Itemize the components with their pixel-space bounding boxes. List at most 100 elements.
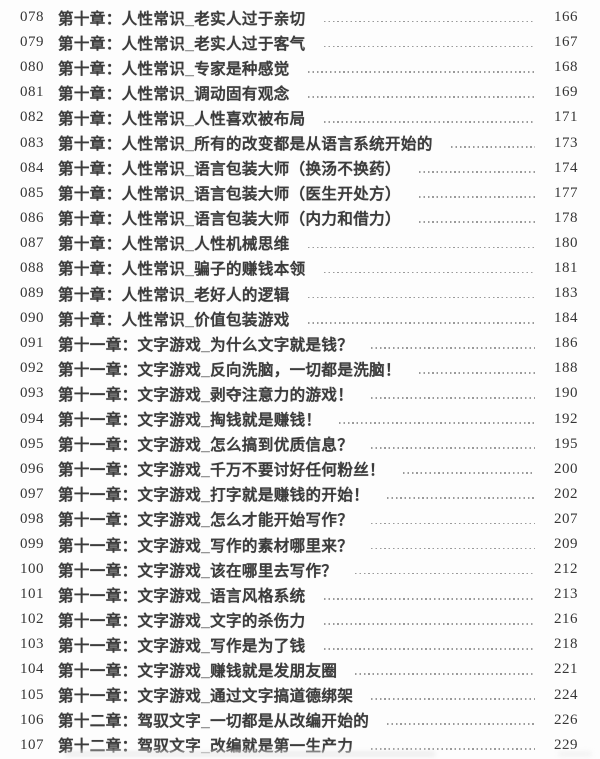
entry-page-number: 229 <box>554 736 578 753</box>
entry-number: 107 <box>20 736 44 753</box>
entry-page-number: 218 <box>554 636 578 653</box>
entry-number: 079 <box>20 34 44 51</box>
toc-entry[interactable]: 092 第十一章：文字游戏_反向洗脑，一切都是洗脑！ 188 <box>20 356 578 381</box>
entry-number: 102 <box>20 611 44 628</box>
dot-leader <box>403 472 535 475</box>
entry-number: 089 <box>20 285 44 302</box>
dot-leader <box>323 121 535 123</box>
dot-leader <box>387 723 535 726</box>
toc-entry[interactable]: 090 第十章：人性常识_价值包装游戏 184 <box>20 306 578 331</box>
toc-entry[interactable]: 082 第十章：人性常识_人性喜欢被布局 171 <box>20 105 578 130</box>
toc-entry[interactable]: 078 第十章：人性常识_老实人过于亲切 166 <box>20 5 578 30</box>
dot-leader <box>387 497 535 500</box>
entry-title: 第十一章：文字游戏_掏钱就是赚钱！ <box>58 412 322 430</box>
entry-page-number: 226 <box>554 711 578 728</box>
entry-number: 088 <box>20 259 44 276</box>
entry-number: 104 <box>20 661 44 678</box>
entry-page-number: 177 <box>554 184 578 201</box>
dot-leader <box>355 673 535 675</box>
entry-page-number: 173 <box>554 134 578 151</box>
entry-title: 第十一章：文字游戏_写作的素材哪里来？ <box>58 537 354 555</box>
toc-entry[interactable]: 091 第十一章：文字游戏_为什么文字就是钱？ 186 <box>20 331 578 356</box>
toc-entry[interactable]: 087 第十章：人性常识_人性机械思维 180 <box>20 231 578 256</box>
dot-leader <box>418 221 535 224</box>
entry-page-number: 188 <box>554 360 578 377</box>
toc-entry[interactable]: 095 第十一章：文字游戏_怎么搞到优质信息？ 195 <box>20 432 578 457</box>
toc-entry[interactable]: 081 第十章：人性常识_调动固有观念 169 <box>20 80 578 105</box>
toc-entry[interactable]: 088 第十章：人性常识_骗子的赚钱本领 181 <box>20 256 578 281</box>
toc-entry[interactable]: 103 第十一章：文字游戏_写作是为了钱 218 <box>20 632 578 657</box>
dot-leader <box>323 648 535 650</box>
entry-title: 第十二章：驾驭文字_一切都是从改编开始的 <box>58 713 370 731</box>
toc-entry[interactable]: 100 第十一章：文字游戏_该在哪里去写作？ 212 <box>20 557 578 582</box>
entry-title: 第十一章：文字游戏_为什么文字就是钱？ <box>58 336 354 354</box>
toc-entry[interactable]: 094 第十一章：文字游戏_掏钱就是赚钱！ 192 <box>20 407 578 432</box>
entry-page-number: 192 <box>554 410 578 427</box>
toc-entry[interactable]: 089 第十章：人性常识_老好人的逻辑 183 <box>20 281 578 306</box>
dot-leader <box>339 422 535 424</box>
entry-page-number: 178 <box>554 209 578 226</box>
entry-number: 092 <box>20 360 44 377</box>
toc-entry[interactable]: 102 第十一章：文字游戏_文字的杀伤力 216 <box>20 607 578 632</box>
entry-number: 097 <box>20 485 44 502</box>
entry-page-number: 190 <box>554 385 578 402</box>
toc-entry[interactable]: 105 第十一章：文字游戏_通过文字搞道德绑架 224 <box>20 683 578 708</box>
entry-page-number: 169 <box>554 84 578 101</box>
toc-entry[interactable]: 097 第十一章：文字游戏_打字就是赚钱的开始！ 202 <box>20 482 578 507</box>
entry-page-number: 168 <box>554 59 578 76</box>
dot-leader <box>371 698 535 700</box>
dot-leader <box>323 597 535 600</box>
toc-entry[interactable]: 099 第十一章：文字游戏_写作的素材哪里来？ 209 <box>20 532 578 557</box>
toc-entry[interactable]: 093 第十一章：文字游戏_剥夺注意力的游戏！ 190 <box>20 381 578 406</box>
entry-page-number: 209 <box>554 536 578 553</box>
toc-entry[interactable]: 085 第十章：人性常识_语言包装大师（医生开处方） 177 <box>20 181 578 206</box>
toc-entry[interactable]: 101 第十一章：文字游戏_语言风格系统 213 <box>20 582 578 607</box>
toc-entry[interactable]: 083 第十章：人性常识_所有的改变都是从语言系统开始的 173 <box>20 130 578 155</box>
toc-entry[interactable]: 079 第十章：人性常识_老实人过于客气 167 <box>20 30 578 55</box>
dot-leader <box>323 45 535 48</box>
dot-leader <box>371 547 535 550</box>
entry-page-number: 200 <box>554 460 578 477</box>
entry-number: 087 <box>20 234 44 251</box>
dot-leader <box>307 246 535 249</box>
toc-entry[interactable]: 096 第十一章：文字游戏_千万不要讨好任何粉丝！ 200 <box>20 457 578 482</box>
toc-entry[interactable]: 098 第十一章：文字游戏_怎么才能开始写作？ 207 <box>20 507 578 532</box>
entry-page-number: 184 <box>554 310 578 327</box>
entry-page-number: 180 <box>554 234 578 251</box>
entry-number: 100 <box>20 561 44 578</box>
entry-title: 第十一章：文字游戏_通过文字搞道德绑架 <box>58 688 354 706</box>
entry-title: 第十一章：文字游戏_怎么搞到优质信息？ <box>58 437 354 455</box>
entry-title: 第十一章：文字游戏_打字就是赚钱的开始！ <box>58 487 370 505</box>
entry-title: 第十章：人性常识_人性喜欢被布局 <box>58 110 306 128</box>
entry-page-number: 195 <box>554 435 578 452</box>
entry-title: 第十一章：文字游戏_赚钱就是发朋友圈 <box>58 662 338 680</box>
entry-title: 第十章：人性常识_调动固有观念 <box>58 85 290 103</box>
entry-number: 086 <box>20 209 44 226</box>
toc-entry[interactable]: 080 第十章：人性常识_专家是种感觉 168 <box>20 55 578 80</box>
entry-number: 101 <box>20 586 44 603</box>
toc-entry[interactable]: 084 第十章：人性常识_语言包装大师（换汤不换药） 174 <box>20 156 578 181</box>
dot-leader <box>307 95 535 98</box>
dot-leader <box>371 397 535 399</box>
toc-entry[interactable]: 106 第十二章：驾驭文字_一切都是从改编开始的 226 <box>20 708 578 733</box>
toc-entry[interactable]: 104 第十一章：文字游戏_赚钱就是发朋友圈 221 <box>20 657 578 682</box>
entry-title: 第十一章：文字游戏_写作是为了钱 <box>58 637 306 655</box>
entry-number: 094 <box>20 410 44 427</box>
entry-page-number: 166 <box>554 9 578 26</box>
entry-number: 106 <box>20 711 44 728</box>
entry-page-number: 167 <box>554 34 578 51</box>
entry-page-number: 224 <box>554 686 578 703</box>
dot-leader <box>307 321 535 324</box>
cutoff-page-number-smudge <box>558 751 592 757</box>
entry-title: 第十章：人性常识_老实人过于客气 <box>58 35 306 53</box>
entry-title: 第十一章：文字游戏_文字的杀伤力 <box>58 612 306 630</box>
dot-leader <box>355 572 535 575</box>
entry-title: 第十章：人性常识_语言包装大师（换汤不换药） <box>58 161 401 179</box>
entry-number: 078 <box>20 9 44 26</box>
dot-leader <box>450 146 535 148</box>
toc-entry[interactable]: 086 第十章：人性常识_语言包装大师（内力和借力） 178 <box>20 206 578 231</box>
cutoff-next-line-smudge <box>64 751 436 757</box>
entry-page-number: 216 <box>554 611 578 628</box>
entry-title: 第十章：人性常识_人性机械思维 <box>58 236 290 254</box>
